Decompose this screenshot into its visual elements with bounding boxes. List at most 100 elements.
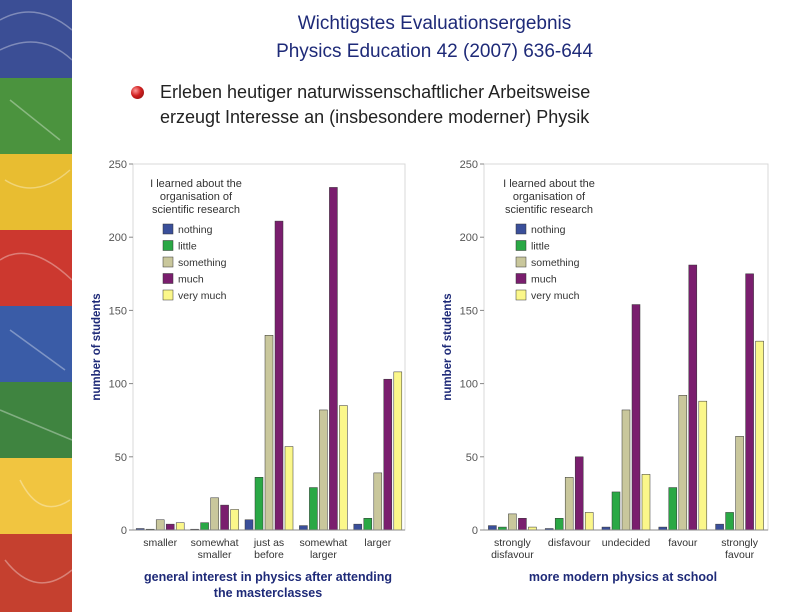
legend-label-nothing: nothing	[531, 224, 566, 236]
bar-much-3	[274, 220, 284, 531]
bar-something-5	[735, 436, 744, 531]
x-category-label: before	[254, 549, 284, 561]
bar-something-3	[621, 409, 631, 531]
bar-nothing-4	[299, 525, 308, 531]
bar-something-1	[155, 519, 165, 531]
legend-swatch-little	[162, 240, 174, 251]
y-axis-label: number of students	[91, 293, 103, 400]
y-tick-label: 200	[460, 232, 478, 244]
x-category-label: just as	[253, 537, 284, 549]
legend-label-much: much	[531, 274, 557, 286]
x-category-label: larger	[364, 537, 391, 549]
page-subtitle: Physics Education 42 (2007) 636-644	[276, 41, 593, 62]
bar-something-1	[508, 513, 517, 531]
x-category-label: disfavour	[548, 537, 591, 549]
x-category-label: undecided	[602, 537, 651, 549]
x-axis-label: the masterclasses	[214, 586, 322, 600]
bar-very-much-4	[698, 400, 708, 531]
y-tick-label: 250	[109, 159, 127, 171]
legend-label-something: something	[178, 257, 227, 269]
bar-much-3	[631, 304, 641, 531]
bullet-icon	[131, 86, 144, 99]
legend-swatch-something	[162, 256, 174, 268]
chart-interest-after-masterclasses: 0 50 100 150 200 250 number of students smaller…	[91, 159, 406, 600]
y-tick-label: 250	[460, 159, 478, 171]
bar-nothing-5	[715, 523, 724, 531]
bar-something-3	[264, 335, 274, 531]
y-tick-label: 50	[115, 452, 127, 464]
legend-swatch-nothing	[515, 223, 527, 235]
y-axis-label: number of students	[442, 293, 454, 400]
page-title: Wichtigstes Evaluationsergebnis	[297, 13, 572, 34]
y-tick-label: 0	[121, 525, 127, 537]
legend-label-something: something	[531, 257, 580, 269]
bar-little-5	[725, 512, 734, 531]
bar-something-2	[564, 477, 574, 531]
legend-label-nothing: nothing	[178, 224, 213, 236]
legend-swatch-very-much	[162, 289, 174, 301]
bar-very-much-2	[230, 509, 239, 531]
legend-title: scientific research	[152, 204, 240, 216]
y-tick-label: 50	[466, 452, 478, 464]
x-category-label: somewhat	[191, 537, 239, 549]
legend-swatch-little	[515, 240, 527, 251]
legend-label-much: much	[178, 274, 204, 286]
bar-something-5	[373, 472, 383, 531]
bar-little-2	[200, 522, 209, 531]
y-tick-label: 200	[109, 232, 127, 244]
bar-very-much-3	[641, 474, 651, 531]
bar-very-much-2	[584, 512, 594, 531]
chart-modern-physics-at-school: 0 50 100 150 200 250 number of students strongl…	[442, 159, 769, 584]
bar-much-1	[518, 518, 527, 531]
bar-much-4	[329, 187, 338, 531]
y-tick-label: 100	[109, 379, 127, 391]
y-tick-label: 100	[460, 379, 478, 391]
bar-little-4	[668, 487, 678, 531]
bar-very-much-4	[339, 405, 348, 531]
bar-little-2	[554, 518, 564, 531]
bullet-text-line-2: erzeugt Interesse an (insbesondere moder…	[160, 107, 590, 127]
x-category-label: disfavour	[491, 549, 534, 561]
legend-swatch-much	[515, 273, 527, 284]
bar-much-1	[165, 523, 175, 531]
bar-much-2	[220, 504, 229, 531]
bar-nothing-1	[488, 525, 497, 531]
bar-much-4	[688, 264, 698, 531]
legend-title: organisation of	[513, 191, 586, 203]
x-axis-label: general interest in physics after attend…	[144, 570, 392, 584]
bar-nothing-3	[244, 519, 254, 531]
legend-label-very-much: very much	[178, 290, 227, 302]
bar-something-4	[678, 395, 688, 531]
bar-much-5	[745, 273, 754, 531]
x-category-label: somewhat	[299, 537, 347, 549]
x-category-label: larger	[310, 549, 337, 561]
x-category-label: smaller	[198, 549, 232, 561]
legend-title: I learned about the	[150, 178, 242, 190]
bar-very-much-1	[175, 522, 185, 531]
legend-swatch-nothing	[162, 223, 174, 235]
legend-swatch-much	[162, 273, 174, 284]
legend-label-little: little	[178, 241, 197, 253]
legend-swatch-very-much	[515, 289, 527, 301]
x-category-label: favour	[725, 549, 755, 561]
x-category-label: favour	[668, 537, 698, 549]
x-category-label: strongly	[494, 537, 532, 549]
legend-label-little: little	[531, 241, 550, 253]
bar-very-much-5	[755, 340, 764, 531]
bar-little-3	[254, 477, 264, 531]
bullet-text-line-1: Erleben heutiger naturwissenschaftlicher…	[160, 82, 591, 102]
legend-swatch-something	[515, 256, 527, 268]
x-category-label: smaller	[143, 537, 177, 549]
bar-something-4	[319, 409, 328, 531]
y-tick-label: 0	[472, 525, 478, 537]
bar-something-2	[210, 497, 219, 531]
legend-title: scientific research	[505, 204, 593, 216]
bar-very-much-5	[393, 371, 403, 531]
y-tick-label: 150	[460, 305, 478, 317]
x-axis-label: more modern physics at school	[529, 570, 717, 584]
bar-nothing-5	[353, 523, 363, 531]
bar-little-3	[611, 491, 621, 531]
y-tick-label: 150	[109, 305, 127, 317]
bar-much-5	[383, 378, 393, 531]
legend-title: organisation of	[160, 191, 233, 203]
